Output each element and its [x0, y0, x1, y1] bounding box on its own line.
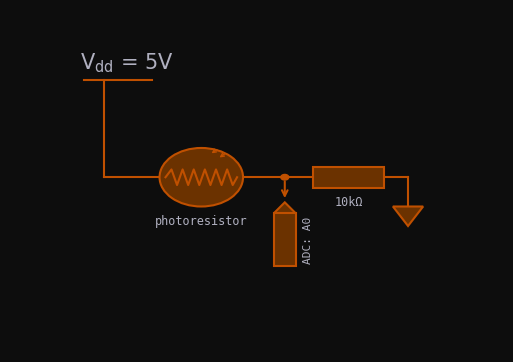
Polygon shape — [273, 202, 296, 214]
Ellipse shape — [160, 148, 243, 206]
Polygon shape — [393, 206, 423, 226]
Text: photoresistor: photoresistor — [155, 215, 248, 228]
FancyBboxPatch shape — [312, 167, 384, 188]
Text: 10kΩ: 10kΩ — [334, 196, 363, 209]
Circle shape — [281, 174, 289, 180]
Text: $\mathregular{V_{dd}}$ = 5V: $\mathregular{V_{dd}}$ = 5V — [80, 52, 174, 75]
Text: ADC: A0: ADC: A0 — [303, 216, 313, 264]
FancyBboxPatch shape — [273, 214, 296, 266]
